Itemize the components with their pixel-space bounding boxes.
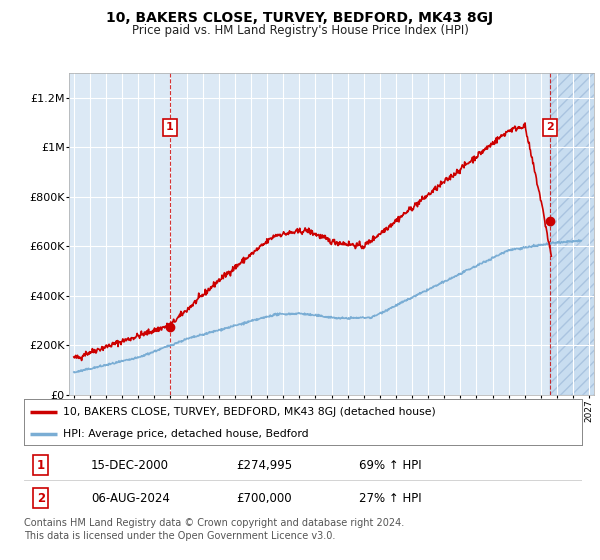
Text: HPI: Average price, detached house, Bedford: HPI: Average price, detached house, Bedf… xyxy=(63,429,308,438)
Text: 2: 2 xyxy=(547,122,554,132)
Text: 1: 1 xyxy=(166,122,173,132)
Text: 69% ↑ HPI: 69% ↑ HPI xyxy=(359,459,421,472)
Text: Contains HM Land Registry data © Crown copyright and database right 2024.
This d: Contains HM Land Registry data © Crown c… xyxy=(24,518,404,541)
Text: 15-DEC-2000: 15-DEC-2000 xyxy=(91,459,169,472)
Text: £700,000: £700,000 xyxy=(236,492,292,505)
Text: 10, BAKERS CLOSE, TURVEY, BEDFORD, MK43 8GJ (detached house): 10, BAKERS CLOSE, TURVEY, BEDFORD, MK43 … xyxy=(63,407,436,417)
Text: Price paid vs. HM Land Registry's House Price Index (HPI): Price paid vs. HM Land Registry's House … xyxy=(131,24,469,36)
Text: 06-AUG-2024: 06-AUG-2024 xyxy=(91,492,170,505)
Text: 1: 1 xyxy=(37,459,45,472)
Bar xyxy=(550,73,597,395)
Text: 27% ↑ HPI: 27% ↑ HPI xyxy=(359,492,421,505)
Text: 2: 2 xyxy=(37,492,45,505)
Text: £274,995: £274,995 xyxy=(236,459,292,472)
Text: 10, BAKERS CLOSE, TURVEY, BEDFORD, MK43 8GJ: 10, BAKERS CLOSE, TURVEY, BEDFORD, MK43 … xyxy=(106,11,494,25)
